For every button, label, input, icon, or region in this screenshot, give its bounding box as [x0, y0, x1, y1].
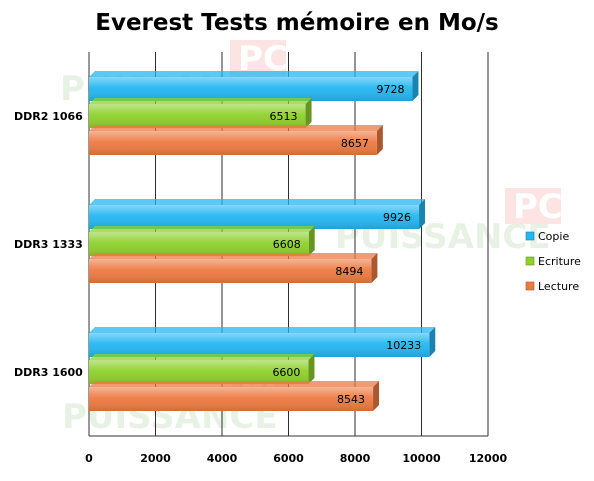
category-label: DDR3 1600: [14, 366, 83, 379]
category-label: DDR3 1333: [14, 238, 83, 251]
data-label: 8657: [341, 137, 369, 150]
x-tick-label: 2000: [140, 452, 171, 465]
x-tick-label: 4000: [207, 452, 238, 465]
data-label: 6600: [272, 366, 300, 379]
bar-top-face: [89, 381, 380, 387]
x-tick-label: 10000: [402, 452, 441, 465]
legend: Copie Ecriture Lecture: [525, 230, 581, 293]
bar-copie: 9926: [89, 199, 426, 229]
legend-item-ecriture: Ecriture: [525, 255, 581, 268]
legend-swatch: [525, 281, 535, 291]
bar-shine: [89, 205, 420, 229]
legend-swatch: [525, 231, 535, 241]
legend-label: Lecture: [538, 280, 579, 293]
watermark-badge: [230, 40, 286, 76]
bar-copie: 10233: [89, 327, 436, 357]
bar-top-face: [89, 354, 315, 360]
x-axis: 0 2000 4000 6000 8000 10000 12000: [85, 452, 507, 465]
bar-top-face: [89, 199, 426, 205]
bar-top-face: [89, 226, 315, 232]
chart-title: Everest Tests mémoire en Mo/s: [95, 10, 499, 36]
bar-side-face: [429, 327, 436, 357]
bars: 9728 6513 8657 9926 6608 8494 10233 6600 8543: [89, 71, 436, 411]
bar-side-face: [305, 98, 312, 128]
bar-lecture: 8657: [89, 125, 383, 155]
bar-top-face: [89, 125, 383, 131]
bar-side-face: [376, 125, 383, 155]
bar-shine: [89, 77, 413, 101]
bar-shine: [89, 131, 377, 155]
bar-ecriture: 6513: [89, 98, 312, 128]
data-label: 9926: [383, 211, 411, 224]
bar-shine: [89, 104, 306, 128]
category-label: DDR2 1066: [14, 110, 83, 123]
bar-side-face: [419, 199, 426, 229]
bar-side-face: [412, 71, 419, 101]
x-tick-label: 6000: [273, 452, 304, 465]
watermark-badge-text: PC: [513, 187, 563, 227]
bar-copie: 9728: [89, 71, 419, 101]
bar-lecture: 8543: [89, 381, 380, 411]
legend-swatch: [525, 256, 535, 266]
bar-top-face: [89, 98, 312, 104]
bar-lecture: 8494: [89, 253, 378, 283]
legend-item-copie: Copie: [525, 230, 569, 243]
bar-shine: [89, 259, 372, 283]
bar-side-face: [371, 253, 378, 283]
bar-shine: [89, 360, 309, 384]
x-tick-label: 8000: [340, 452, 371, 465]
x-tick-label: 0: [85, 452, 93, 465]
data-label: 9728: [376, 83, 404, 96]
bar-side-face: [308, 354, 315, 384]
watermark-badge: [505, 188, 561, 224]
bar-side-face: [308, 226, 315, 256]
bar-top-face: [89, 327, 436, 333]
category-axis: DDR2 1066 DDR3 1333 DDR3 1600: [14, 110, 83, 379]
legend-label: Ecriture: [538, 255, 581, 268]
bar-top-face: [89, 71, 419, 77]
legend-item-lecture: Lecture: [525, 280, 579, 293]
data-label: 8543: [337, 393, 365, 406]
data-label: 10233: [386, 339, 421, 352]
data-label: 6608: [273, 238, 301, 251]
data-label: 8494: [335, 265, 363, 278]
data-label: 6513: [270, 110, 298, 123]
bar-top-face: [89, 253, 378, 259]
bar-shine: [89, 333, 430, 357]
bar-ecriture: 6600: [89, 354, 315, 384]
bar-shine: [89, 387, 374, 411]
bar-ecriture: 6608: [89, 226, 315, 256]
legend-label: Copie: [538, 230, 569, 243]
bar-shine: [89, 232, 309, 256]
bar-side-face: [373, 381, 380, 411]
x-tick-label: 12000: [469, 452, 508, 465]
